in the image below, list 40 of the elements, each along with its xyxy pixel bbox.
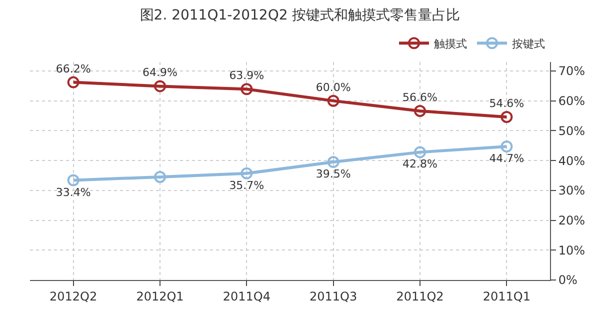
point [154,80,166,92]
point [154,170,166,183]
data-label: 39.5% [316,168,351,181]
point [327,94,340,107]
legend-label: 按键式 [512,37,545,50]
data-label: 35.7% [229,178,264,192]
x-tick-label: 2011Q1 [482,289,530,304]
legend-label: 触摸式 [434,37,467,50]
x-tick-label: 2012Q1 [136,289,184,304]
data-label: 64.9% [142,66,178,80]
y-tick-label: 10% [558,243,586,258]
point [67,174,80,186]
x-tick-label: 2011Q2 [396,289,444,304]
point [414,146,426,158]
chart-title: 图2. 2011Q1-2012Q2 按键式和触摸式零售量占比 [140,7,460,24]
y-tick-label: 30% [558,184,586,198]
data-label: 54.6% [489,96,524,110]
point [500,110,513,123]
y-tick-label: 70% [558,64,586,78]
data-label: 60.0% [316,80,351,94]
data-label: 63.9% [229,69,264,82]
x-tick-label: 2011Q3 [310,289,358,304]
data-label: 66.2% [56,62,91,76]
data-label: 56.6% [402,90,438,104]
x-tick-label: 2012Q2 [50,289,98,304]
y-tick-label: 20% [558,213,586,228]
point [240,167,253,180]
data-label: 42.8% [402,158,438,171]
point [500,140,513,153]
point [414,104,426,117]
point [67,76,80,88]
y-tick-label: 50% [558,124,586,138]
point [240,83,253,96]
y-tick-label: 60% [558,94,586,108]
y-tick-label: 0% [558,273,578,288]
data-label: 33.4% [56,186,91,199]
data-label: 44.7% [489,152,524,166]
y-tick-label: 40% [558,154,586,168]
point [327,156,340,168]
x-tick-label: 2011Q4 [222,289,270,304]
